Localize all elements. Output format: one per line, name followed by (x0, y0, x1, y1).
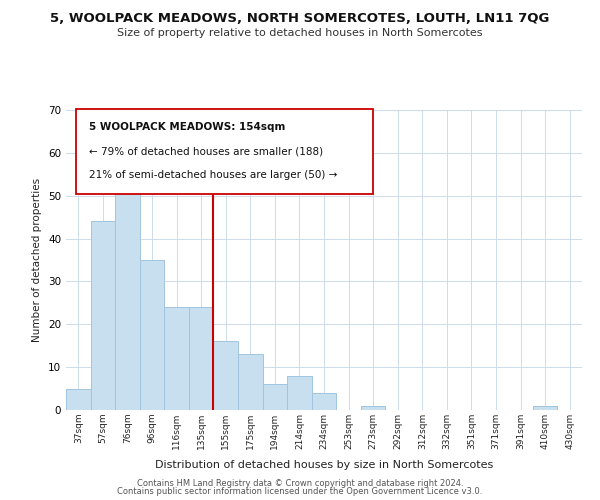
Bar (263, 384, 287, 410)
Bar (164, 307, 189, 410)
Bar (533, 406, 557, 410)
Text: Size of property relative to detached houses in North Somercotes: Size of property relative to detached ho… (117, 28, 483, 38)
Text: 5 WOOLPACK MEADOWS: 154sqm: 5 WOOLPACK MEADOWS: 154sqm (89, 122, 286, 132)
FancyBboxPatch shape (76, 108, 373, 194)
Bar (238, 354, 263, 410)
Bar (214, 342, 238, 410)
Text: Contains public sector information licensed under the Open Government Licence v3: Contains public sector information licen… (118, 487, 482, 496)
Bar (189, 307, 214, 410)
Text: 5, WOOLPACK MEADOWS, NORTH SOMERCOTES, LOUTH, LN11 7QG: 5, WOOLPACK MEADOWS, NORTH SOMERCOTES, L… (50, 12, 550, 26)
Bar (91, 222, 115, 410)
Y-axis label: Number of detached properties: Number of detached properties (32, 178, 43, 342)
Bar (287, 376, 312, 410)
Bar (312, 393, 336, 410)
Text: ← 79% of detached houses are smaller (188): ← 79% of detached houses are smaller (18… (89, 146, 323, 156)
Text: Contains HM Land Registry data © Crown copyright and database right 2024.: Contains HM Land Registry data © Crown c… (137, 478, 463, 488)
Bar (115, 162, 140, 410)
X-axis label: Distribution of detached houses by size in North Somercotes: Distribution of detached houses by size … (155, 460, 493, 470)
Text: 21% of semi-detached houses are larger (50) →: 21% of semi-detached houses are larger (… (89, 170, 338, 180)
Bar (66, 388, 91, 410)
Bar (361, 406, 385, 410)
Bar (140, 260, 164, 410)
